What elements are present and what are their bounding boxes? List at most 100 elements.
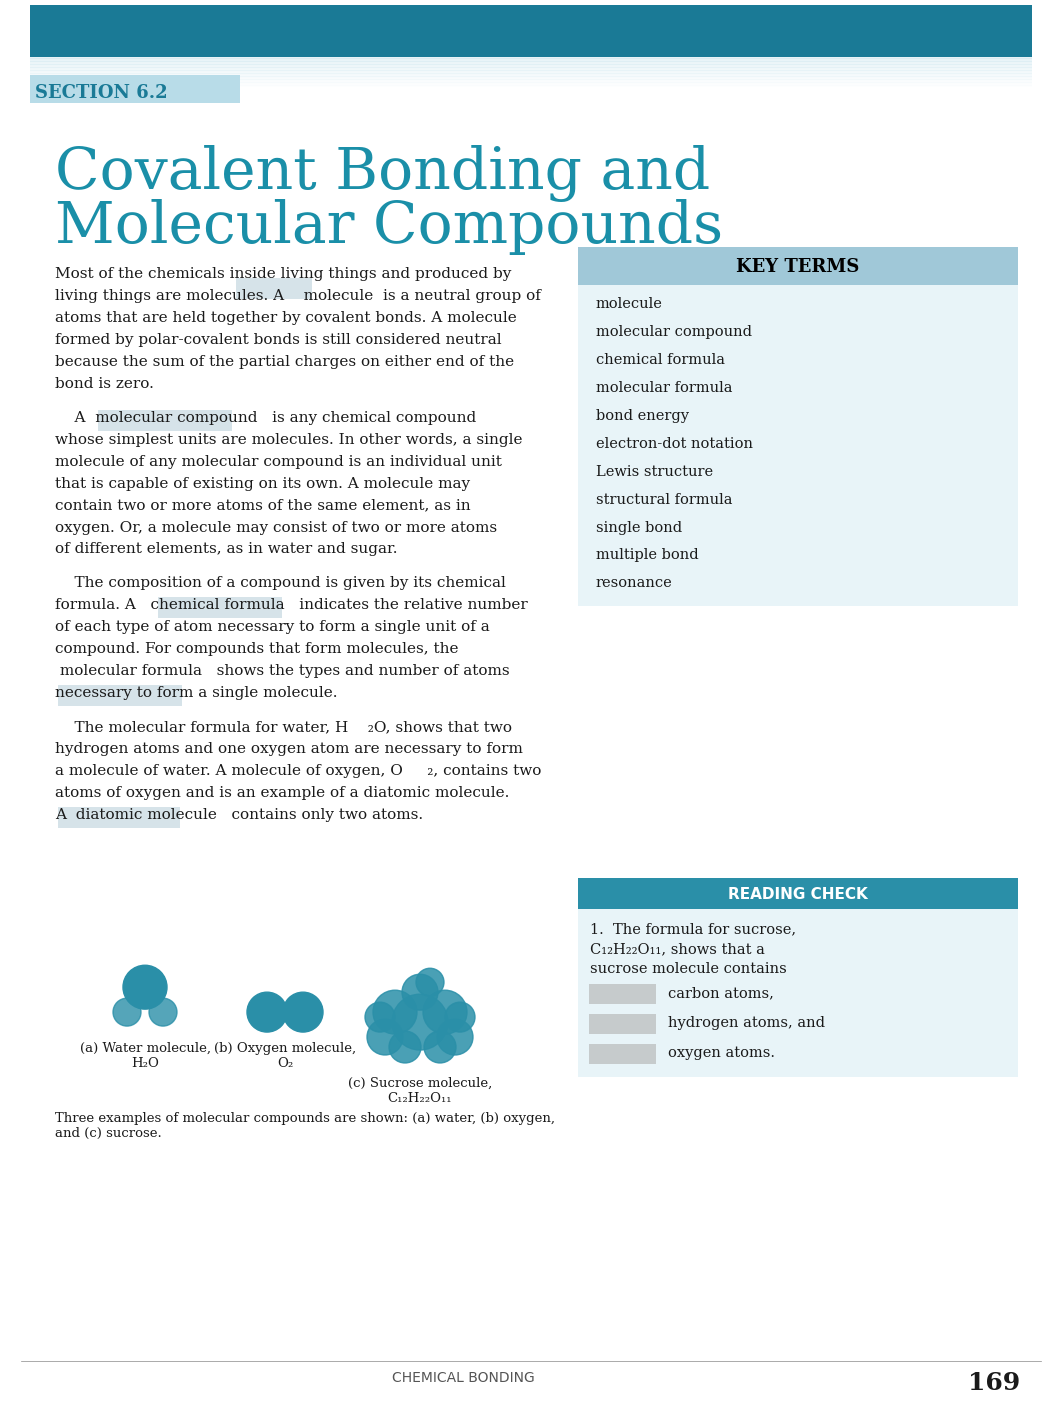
Bar [30,64,1032,66]
Text: 169: 169 [967,1372,1020,1395]
Circle shape [282,992,323,1033]
FancyBboxPatch shape [58,807,179,828]
Text: SECTION 6.2: SECTION 6.2 [35,84,168,102]
Bar [30,69,1032,71]
Text: (a) Water molecule,
H₂O: (a) Water molecule, H₂O [80,1042,210,1070]
Text: structural formula: structural formula [596,493,733,507]
Bar [30,85,1032,87]
Text: single bond: single bond [596,521,682,535]
Text: compound. For compounds that form molecules, the: compound. For compounds that form molecu… [55,642,459,656]
Text: CHEMICAL BONDING: CHEMICAL BONDING [392,1372,535,1386]
Text: hydrogen atoms, and: hydrogen atoms, and [668,1016,825,1030]
Circle shape [365,1002,395,1033]
Text: A  molecular compound   is any chemical compound: A molecular compound is any chemical com… [55,410,476,425]
Bar [30,80,1032,81]
Bar [30,60,1032,62]
Bar [30,83,1032,84]
Text: oxygen atoms.: oxygen atoms. [668,1047,775,1061]
Text: (c) Sucrose molecule,
C₁₂H₂₂O₁₁: (c) Sucrose molecule, C₁₂H₂₂O₁₁ [348,1077,492,1105]
Text: Most of the chemicals inside living things and produced by: Most of the chemicals inside living thin… [55,268,512,282]
Bar [30,57,1032,59]
Text: carbon atoms,: carbon atoms, [668,986,774,1000]
Text: KEY TERMS: KEY TERMS [736,258,859,276]
FancyBboxPatch shape [58,685,182,706]
Text: atoms of oxygen and is an example of a diatomic molecule.: atoms of oxygen and is an example of a d… [55,786,510,800]
FancyBboxPatch shape [589,1044,656,1063]
Bar [30,62,1032,63]
Text: oxygen. Or, a molecule may consist of two or more atoms: oxygen. Or, a molecule may consist of tw… [55,521,497,535]
Text: molecular compound: molecular compound [596,325,752,339]
Circle shape [416,968,444,996]
Bar [30,78,1032,80]
FancyBboxPatch shape [578,286,1018,607]
Circle shape [445,1002,475,1033]
Circle shape [247,992,287,1033]
Circle shape [367,1019,402,1055]
Text: atoms that are held together by covalent bonds. A molecule: atoms that are held together by covalent… [55,311,517,325]
Text: formula. A   chemical formula   indicates the relative number: formula. A chemical formula indicates th… [55,598,528,612]
Text: living things are molecules. A    molecule  is a neutral group of: living things are molecules. A molecule … [55,289,541,303]
Text: whose simplest units are molecules. In other words, a single: whose simplest units are molecules. In o… [55,433,523,447]
Text: resonance: resonance [596,576,672,590]
Text: Lewis structure: Lewis structure [596,465,713,479]
Text: molecular formula   shows the types and number of atoms: molecular formula shows the types and nu… [55,664,510,678]
Text: sucrose molecule contains: sucrose molecule contains [590,962,787,976]
Circle shape [389,1031,421,1063]
Bar [30,74,1032,77]
Bar [30,59,1032,60]
Text: The molecular formula for water, H    ₂O, shows that two: The molecular formula for water, H ₂O, s… [55,720,512,734]
Text: The composition of a compound is given by its chemical: The composition of a compound is given b… [55,576,506,590]
Text: 1.  The formula for sucrose,: 1. The formula for sucrose, [590,922,796,936]
Text: Molecular Compounds: Molecular Compounds [55,199,723,255]
Text: that is capable of existing on its own. A molecule may: that is capable of existing on its own. … [55,476,470,490]
Text: bond is zero.: bond is zero. [55,377,154,391]
Circle shape [424,1031,456,1063]
Text: of different elements, as in water and sugar.: of different elements, as in water and s… [55,542,397,556]
Bar [30,73,1032,76]
Text: bond energy: bond energy [596,409,689,423]
Text: electron-dot notation: electron-dot notation [596,437,753,451]
Bar [30,81,1032,83]
Text: (b) Oxygen molecule,
O₂: (b) Oxygen molecule, O₂ [213,1042,356,1070]
Circle shape [373,991,417,1034]
Text: Three examples of molecular compounds are shown: (a) water, (b) oxygen,
and (c) : Three examples of molecular compounds ar… [55,1112,555,1140]
FancyBboxPatch shape [158,597,282,618]
Text: molecule: molecule [596,297,663,311]
Text: C₁₂H₂₂O₁₁, shows that a: C₁₂H₂₂O₁₁, shows that a [590,943,765,957]
FancyBboxPatch shape [589,984,656,1005]
FancyBboxPatch shape [98,410,232,430]
Circle shape [436,1019,473,1055]
Circle shape [123,965,167,1009]
FancyBboxPatch shape [30,74,240,102]
Text: molecular formula: molecular formula [596,381,733,395]
Text: necessary to form a single molecule.: necessary to form a single molecule. [55,686,338,700]
Text: of each type of atom necessary to form a single unit of a: of each type of atom necessary to form a… [55,621,490,635]
FancyBboxPatch shape [589,1014,656,1034]
Text: hydrogen atoms and one oxygen atom are necessary to form: hydrogen atoms and one oxygen atom are n… [55,743,523,757]
Circle shape [402,974,438,1010]
Circle shape [113,998,141,1026]
Bar [30,70,1032,73]
Text: because the sum of the partial charges on either end of the: because the sum of the partial charges o… [55,354,514,368]
Circle shape [149,998,177,1026]
Circle shape [392,995,448,1049]
Bar [30,71,1032,74]
Bar [30,84,1032,85]
Text: multiple bond: multiple bond [596,548,699,562]
Text: READING CHECK: READING CHECK [729,887,868,902]
Circle shape [423,991,467,1034]
FancyBboxPatch shape [578,877,1018,909]
FancyBboxPatch shape [578,909,1018,1077]
Text: chemical formula: chemical formula [596,353,725,367]
Bar [30,67,1032,69]
Text: a molecule of water. A molecule of oxygen, O     ₂, contains two: a molecule of water. A molecule of oxyge… [55,764,542,778]
FancyBboxPatch shape [236,279,312,300]
Text: Covalent Bonding and: Covalent Bonding and [55,144,710,202]
Bar [30,66,1032,67]
Bar [30,76,1032,78]
FancyBboxPatch shape [30,6,1032,57]
Text: formed by polar-covalent bonds is still considered neutral: formed by polar-covalent bonds is still … [55,333,501,347]
Text: molecule of any molecular compound is an individual unit: molecule of any molecular compound is an… [55,455,502,469]
Text: contain two or more atoms of the same element, as in: contain two or more atoms of the same el… [55,499,470,513]
Bar [30,63,1032,64]
